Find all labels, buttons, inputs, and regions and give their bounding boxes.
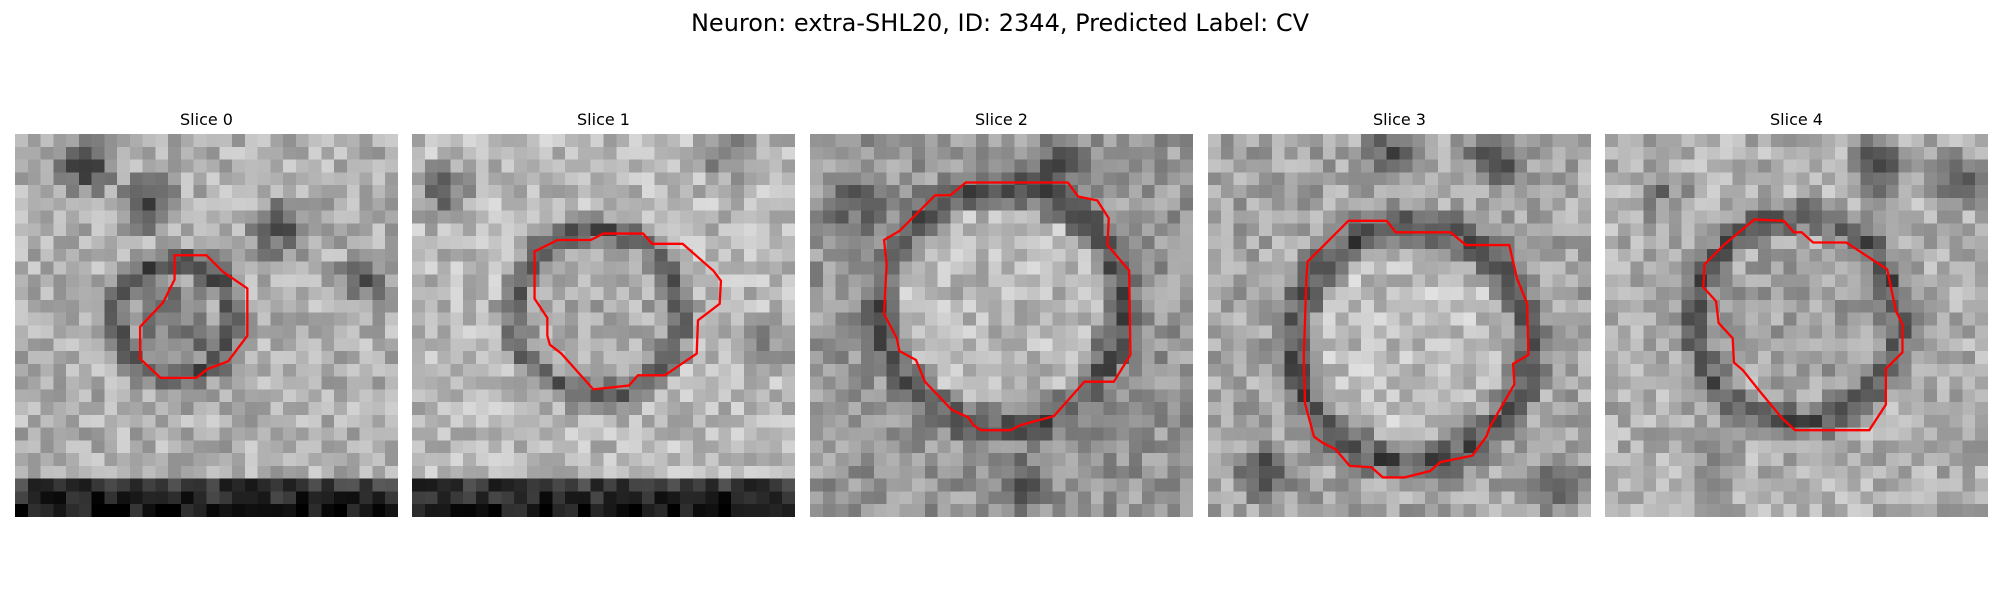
- slice-image: [810, 134, 1193, 517]
- figure-title: Neuron: extra-SHL20, ID: 2344, Predicted…: [690, 9, 1310, 37]
- slice-title: Slice 4: [1770, 110, 1823, 129]
- slice-image: [1605, 134, 1988, 517]
- slice-panel-4: Slice 4: [1605, 108, 1988, 517]
- slice-title: Slice 3: [1373, 110, 1426, 129]
- segmentation-contour: [533, 232, 723, 391]
- slice-panel-2: Slice 2: [810, 108, 1193, 517]
- grayscale-slice: [1605, 134, 1988, 517]
- slice-title: Slice 2: [975, 110, 1028, 129]
- slice-image: [412, 134, 795, 517]
- segmentation-contour: [1302, 219, 1530, 479]
- slice-panel-0: Slice 0: [15, 108, 398, 517]
- slice-title: Slice 1: [577, 110, 630, 129]
- segmentation-contour: [138, 254, 249, 379]
- grayscale-slice: [412, 134, 795, 517]
- slice-panel-3: Slice 3: [1208, 108, 1591, 517]
- slice-image: [1208, 134, 1591, 517]
- slice-panel-1: Slice 1: [412, 108, 795, 517]
- grayscale-slice: [15, 134, 398, 517]
- slice-title: Slice 0: [180, 110, 233, 129]
- slice-image: [15, 134, 398, 517]
- segmentation-contour: [1702, 218, 1904, 432]
- segmentation-contour: [882, 181, 1132, 432]
